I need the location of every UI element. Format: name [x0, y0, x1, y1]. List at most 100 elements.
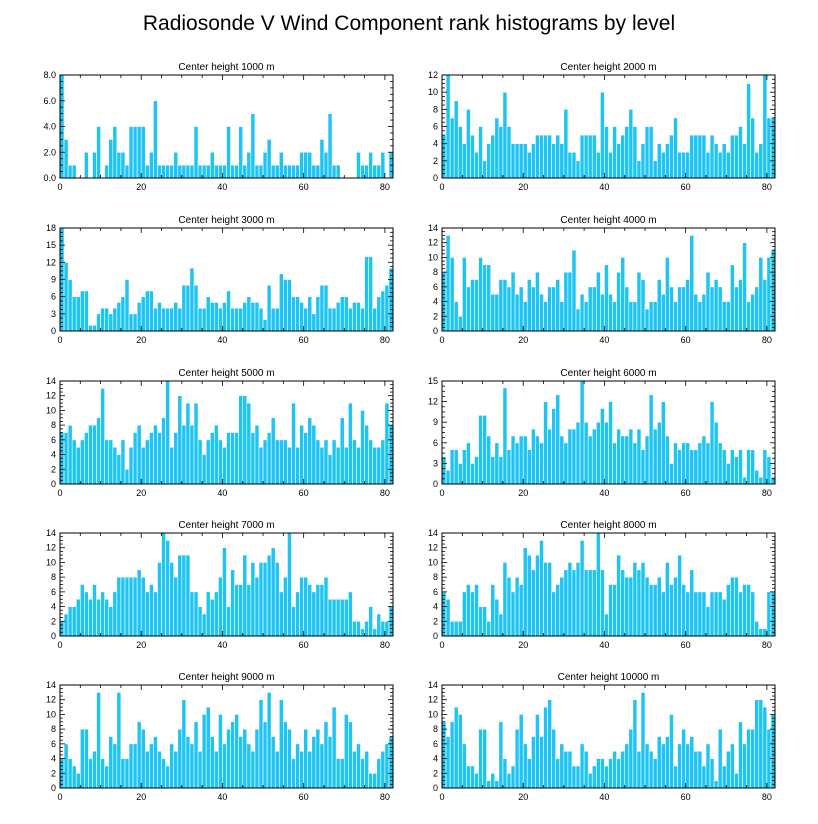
- histogram-bar: [579, 134, 585, 179]
- histogram-bar: [177, 307, 183, 332]
- histogram-bar: [656, 279, 662, 332]
- histogram-bar: [734, 576, 739, 637]
- histogram-bar: [705, 151, 711, 179]
- histogram-bar: [685, 743, 691, 789]
- histogram-bar: [665, 143, 670, 179]
- histogram-bar: [750, 728, 755, 789]
- histogram-bar: [559, 743, 565, 789]
- histogram-bar: [693, 134, 699, 179]
- histogram-bar: [660, 293, 666, 332]
- y-tick-label: 10: [428, 709, 438, 719]
- histogram-bar: [80, 439, 85, 485]
- y-tick-label: 4: [433, 297, 438, 307]
- histogram-bar: [539, 736, 544, 789]
- histogram-bar: [628, 109, 634, 179]
- histogram-bar: [656, 576, 662, 637]
- histogram-bar: [283, 439, 288, 485]
- histogram-bar: [506, 126, 512, 179]
- histogram-bar: [514, 728, 520, 789]
- x-tick-label: 80: [762, 792, 772, 802]
- histogram-bar: [754, 620, 760, 637]
- y-tick-label: 3: [51, 309, 56, 319]
- histogram-bar: [205, 164, 211, 179]
- histogram-bar: [274, 307, 280, 332]
- histogram-bar: [218, 307, 223, 332]
- histogram-bar: [697, 134, 703, 179]
- histogram-bar: [559, 435, 565, 485]
- histogram-bar: [181, 554, 187, 637]
- histogram-bar: [84, 432, 89, 485]
- x-tick-label: 60: [681, 640, 691, 650]
- histogram-bar: [559, 143, 565, 179]
- histogram-bar: [348, 721, 353, 789]
- histogram-bar: [721, 143, 727, 179]
- histogram-bar: [608, 293, 613, 332]
- histogram-bar: [583, 750, 589, 789]
- histogram-bar: [725, 463, 731, 485]
- histogram-bar: [84, 290, 89, 332]
- histogram-bar: [120, 151, 126, 179]
- histogram-bar: [632, 301, 638, 332]
- histogram-bar: [352, 750, 357, 789]
- histogram-bar: [612, 301, 617, 332]
- histogram-bar: [461, 257, 467, 332]
- histogram-bar: [587, 569, 593, 637]
- histogram-bar: [295, 164, 300, 179]
- histogram-bar: [746, 584, 751, 637]
- y-tick-label: 8: [433, 267, 438, 277]
- histogram-bar: [319, 284, 325, 332]
- histogram-bar: [624, 576, 630, 637]
- histogram-bar: [547, 699, 552, 789]
- histogram-bar: [67, 279, 73, 332]
- histogram-bar: [149, 743, 154, 789]
- histogram-bar: [266, 284, 272, 332]
- histogram-bar: [149, 290, 154, 332]
- histogram-bar: [587, 134, 593, 179]
- histogram-bar: [555, 394, 561, 485]
- histogram-bar: [596, 271, 601, 332]
- histogram-bar: [140, 446, 146, 485]
- histogram-bar: [725, 584, 731, 637]
- histogram-bar: [108, 606, 114, 637]
- histogram-bar: [583, 421, 589, 485]
- histogram-panel: Center height 1000 m 0.0 2.0 4.0 6.0 8.0 0 20 40…: [43, 62, 394, 192]
- histogram-bar: [331, 706, 337, 789]
- histogram-bar: [616, 758, 621, 789]
- histogram-bar: [457, 620, 463, 637]
- histogram-bar: [343, 446, 349, 485]
- histogram-bar: [356, 620, 361, 637]
- histogram-bar: [518, 584, 524, 637]
- histogram-bar: [571, 428, 577, 485]
- y-tick-label: 10: [428, 557, 438, 567]
- histogram-bar: [502, 387, 508, 485]
- histogram-bar: [246, 296, 252, 332]
- histogram-bar: [80, 728, 85, 789]
- histogram-bar: [535, 435, 540, 485]
- histogram-bar: [758, 257, 764, 332]
- histogram-bar: [189, 591, 195, 637]
- histogram-bar: [380, 290, 386, 332]
- histogram-bar: [567, 151, 573, 179]
- x-tick-label: 40: [599, 488, 609, 498]
- histogram-bar: [526, 554, 532, 637]
- x-tick-label: 20: [518, 335, 528, 345]
- histogram-bar: [323, 721, 329, 789]
- histogram-bar: [494, 117, 500, 179]
- histogram-bar: [303, 432, 309, 485]
- histogram-bar: [348, 591, 353, 637]
- histogram-bar: [71, 765, 77, 789]
- histogram-bar: [108, 139, 114, 179]
- histogram-bar: [283, 721, 288, 789]
- histogram-bar: [571, 765, 577, 789]
- x-tick-label: 40: [217, 335, 227, 345]
- histogram-bar: [567, 428, 573, 485]
- histogram-bar: [372, 307, 378, 332]
- histogram-bar: [92, 424, 97, 485]
- y-tick-label: 18: [46, 223, 56, 233]
- histogram-bar: [327, 307, 333, 332]
- histogram-bar: [92, 750, 97, 789]
- histogram-bar: [669, 463, 674, 485]
- histogram-bar: [291, 296, 296, 332]
- histogram-bar: [197, 750, 203, 789]
- histogram-bar: [636, 569, 642, 637]
